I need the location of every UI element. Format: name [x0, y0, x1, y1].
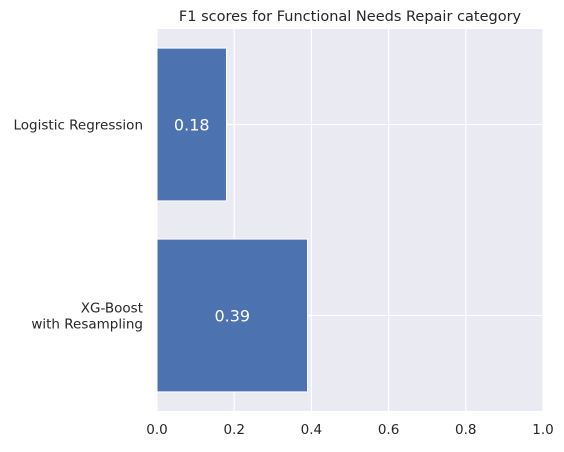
x-tick-label: 0.8 [455, 422, 476, 438]
x-tick-label: 0.6 [378, 422, 399, 438]
bars: 0.18 0.39 [156, 47, 309, 393]
x-axis-ticks: 0.0 0.2 0.4 0.6 0.8 1.0 [146, 422, 553, 438]
y-tick-label: Logistic Regression [14, 118, 144, 134]
y-axis-ticks: Logistic Regression XG-Boost with Resampli… [14, 118, 144, 333]
chart-title: F1 scores for Functional Needs Repair ca… [179, 9, 522, 25]
bar-value-label: 0.39 [214, 307, 250, 326]
x-tick-label: 0.0 [146, 422, 167, 438]
y-tick-label: XG-Boost with Resampling [31, 301, 143, 333]
x-tick-label: 0.2 [223, 422, 244, 438]
bar [156, 47, 227, 202]
x-tick-label: 1.0 [532, 422, 553, 438]
x-tick-label: 0.4 [301, 422, 322, 438]
bar-value-label: 0.18 [174, 116, 210, 135]
bar [156, 238, 309, 393]
